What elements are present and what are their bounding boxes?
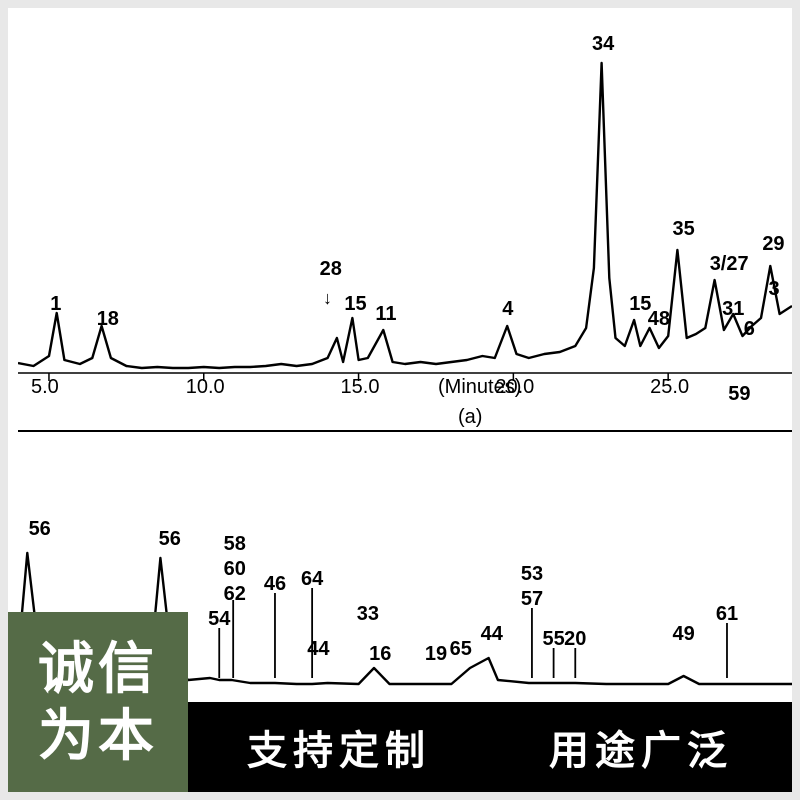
x-tick-label: 5.0 bbox=[31, 376, 59, 399]
peak-label: 49 bbox=[673, 623, 695, 646]
peak-label: 59 bbox=[728, 383, 750, 406]
peak-label: 65 bbox=[450, 638, 472, 661]
badge-line2: 为本 bbox=[38, 702, 158, 769]
peak-label: 56 bbox=[159, 528, 181, 551]
peak-label: 29 bbox=[762, 233, 784, 256]
x-tick-label: 20.0 bbox=[495, 376, 534, 399]
peak-label: 3 bbox=[769, 278, 780, 301]
bottom-text-1: 支持定制 bbox=[247, 718, 431, 776]
peak-label: 33 bbox=[357, 603, 379, 626]
peak-label: 62 bbox=[224, 583, 246, 606]
subplot-label-a: (a) bbox=[458, 406, 482, 429]
peak-label: 34 bbox=[592, 33, 614, 56]
peak-label: 11 bbox=[375, 303, 396, 326]
divider-line bbox=[18, 430, 792, 432]
peak-label: 44 bbox=[481, 623, 503, 646]
peak-label: 64 bbox=[301, 568, 323, 591]
peak-label: 53 bbox=[521, 563, 543, 586]
peak-label: 57 bbox=[521, 588, 543, 611]
peak-label: 20 bbox=[564, 628, 586, 651]
peak-label: 6 bbox=[744, 318, 755, 341]
peak-label: 60 bbox=[224, 558, 246, 581]
peak-label: 55 bbox=[543, 628, 565, 651]
x-tick-label: 15.0 bbox=[341, 376, 380, 399]
peak-label: 16 bbox=[369, 643, 391, 666]
peak-label: 19 bbox=[425, 643, 447, 666]
peak-label: 46 bbox=[264, 573, 286, 596]
bottom-bar: 支持定制 用途广泛 bbox=[188, 702, 792, 792]
peak-label: 48 bbox=[648, 308, 670, 331]
peak-label: 35 bbox=[673, 218, 695, 241]
peak-label: 56 bbox=[29, 518, 51, 541]
peak-label: 1 bbox=[50, 293, 61, 316]
bottom-text-2: 用途广泛 bbox=[549, 718, 733, 776]
peak-label: 18 bbox=[97, 308, 119, 331]
x-tick-label: 10.0 bbox=[186, 376, 225, 399]
peak-label: 61 bbox=[716, 603, 738, 626]
chromatogram-a: 1182815114341548353/2731659293 (Minutes)… bbox=[18, 18, 792, 418]
badge-line1: 诚信 bbox=[38, 635, 158, 702]
peak-label: 58 bbox=[224, 533, 246, 556]
peak-label: 4 bbox=[502, 298, 513, 321]
peak-label: 15 bbox=[344, 293, 366, 316]
peak-label: 3/27 bbox=[710, 253, 749, 276]
peak-label: 54 bbox=[208, 608, 230, 631]
arrow-down-icon: ↓ bbox=[323, 288, 332, 309]
peak-label: 31 bbox=[722, 298, 744, 321]
x-tick-label: 25.0 bbox=[650, 376, 689, 399]
peak-label: 44 bbox=[307, 638, 329, 661]
peak-label: 28 bbox=[320, 258, 342, 281]
integrity-badge: 诚信 为本 bbox=[8, 612, 188, 792]
